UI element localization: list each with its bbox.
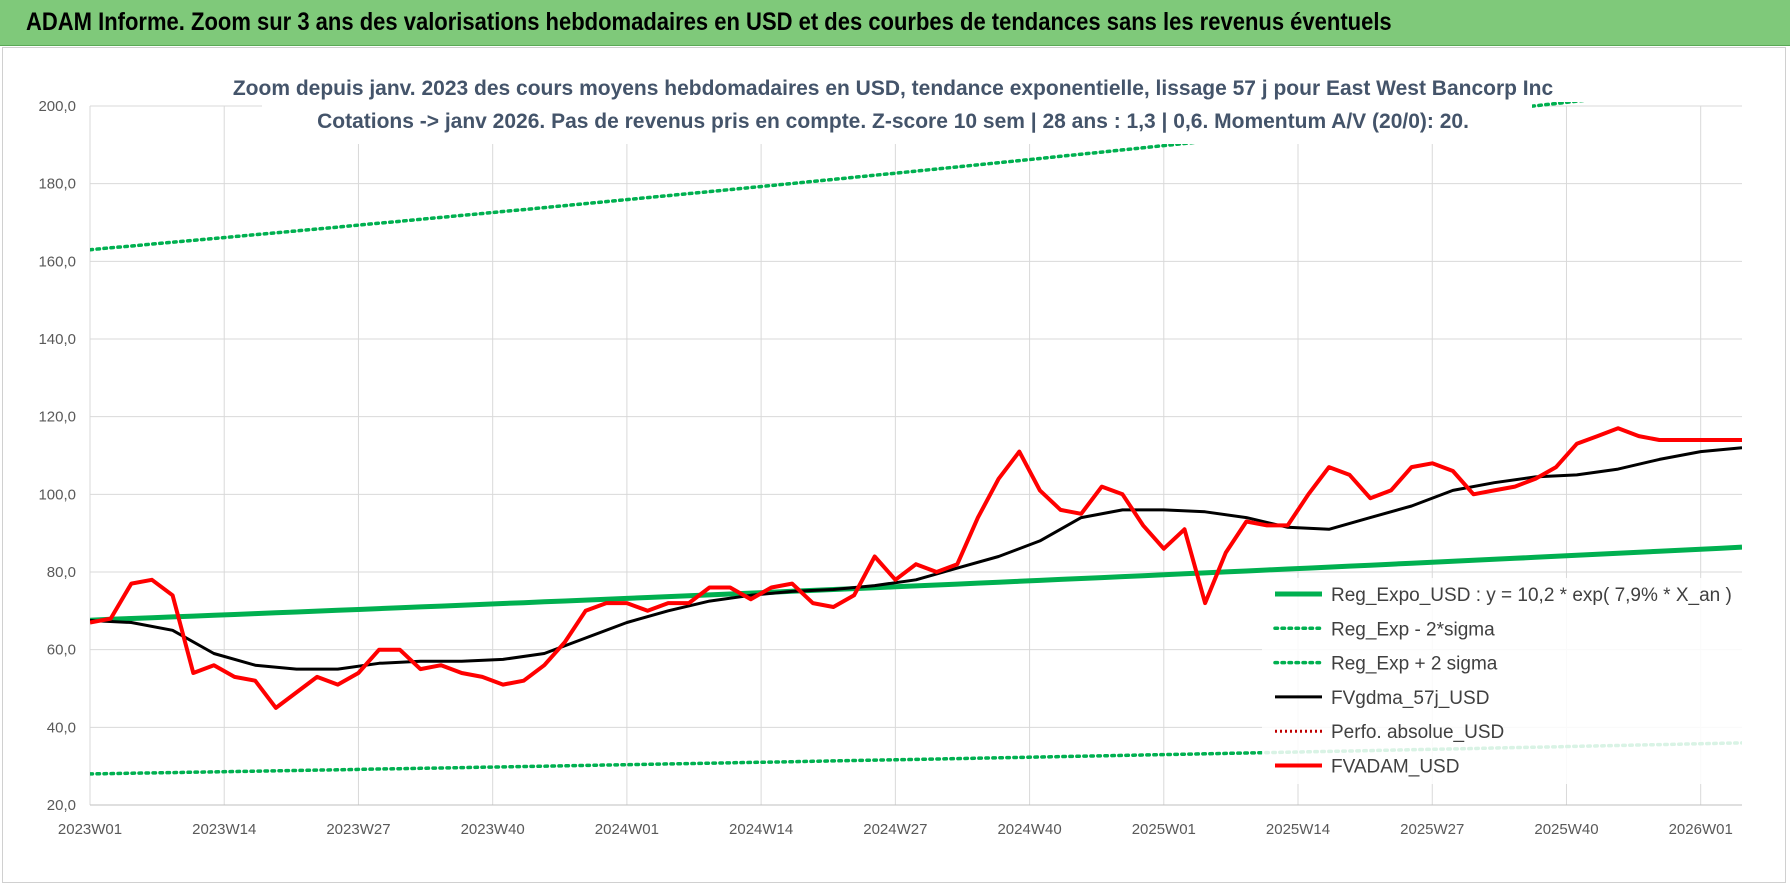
y-tick-label: 120,0: [38, 409, 76, 426]
series-line-sigma-minus: [90, 741, 1742, 776]
chart-subtitle: Cotations -> janv 2026. Pas de revenus p…: [317, 110, 1469, 133]
y-tick-label: 100,0: [38, 486, 76, 503]
x-tick-label: 2023W01: [58, 821, 122, 838]
x-tick-label: 2025W27: [1400, 821, 1464, 838]
series-line-fvadam: [90, 426, 1742, 710]
x-tick-label: 2023W14: [192, 821, 256, 838]
x-tick-label: 2023W27: [326, 821, 390, 838]
x-tick-label: 2024W27: [863, 821, 927, 838]
legend-label-sigma-minus: Reg_Exp - 2*sigma: [1331, 619, 1495, 640]
x-tick-label: 2025W01: [1132, 821, 1196, 838]
y-tick-label: 180,0: [38, 176, 76, 193]
x-tick-label: 2024W01: [595, 821, 659, 838]
series-line-sigma-plus: [90, 102, 1586, 252]
chart-frame: [2, 47, 1786, 883]
x-tick-label: 2023W40: [461, 821, 525, 838]
report-title: ADAM Informe. Zoom sur 3 ans des valoris…: [26, 8, 1392, 36]
legend-label-reg: Reg_Expo_USD : y = 10,2 * exp( 7,9% * X_…: [1331, 585, 1732, 606]
series-line-reg: [90, 544, 1742, 623]
y-tick-label: 160,0: [38, 253, 76, 270]
legend: Reg_Expo_USD : y = 10,2 * exp( 7,9% * X_…: [1262, 578, 1742, 784]
legend-background: [1262, 578, 1742, 784]
chart-title: Zoom depuis janv. 2023 des cours moyens …: [233, 77, 1554, 100]
y-tick-label: 80,0: [47, 564, 76, 581]
y-tick-label: 200,0: [38, 98, 76, 115]
chart-series: [90, 102, 1742, 776]
y-tick-label: 140,0: [38, 331, 76, 348]
x-tick-label: 2026W01: [1669, 821, 1733, 838]
legend-label-fvadam: FVADAM_USD: [1331, 757, 1459, 778]
y-tick-label: 60,0: [47, 642, 76, 659]
y-tick-label: 40,0: [47, 719, 76, 736]
y-axis: 20,0 40,0 60,0 80,0 100,0 120,0 140,0 160,0 180,…: [38, 98, 76, 814]
report-header: ADAM Informe. Zoom sur 3 ans des valoris…: [0, 0, 1790, 46]
x-tick-label: 2025W14: [1266, 821, 1330, 838]
title-background: [262, 72, 1532, 144]
x-tick-label: 2024W40: [997, 821, 1061, 838]
x-tick-label: 2024W14: [729, 821, 793, 838]
y-tick-label: 20,0: [47, 797, 76, 814]
legend-label-perfo: Perfo. absolue_USD: [1331, 722, 1504, 743]
x-tick-label: 2025W40: [1534, 821, 1598, 838]
legend-label-sigma-plus: Reg_Exp + 2 sigma: [1331, 654, 1498, 675]
x-axis: 2023W01 2023W14 2023W27 2023W40 2024W01 2024W…: [58, 821, 1733, 838]
legend-label-gdma: FVgdma_57j_USD: [1331, 688, 1489, 709]
